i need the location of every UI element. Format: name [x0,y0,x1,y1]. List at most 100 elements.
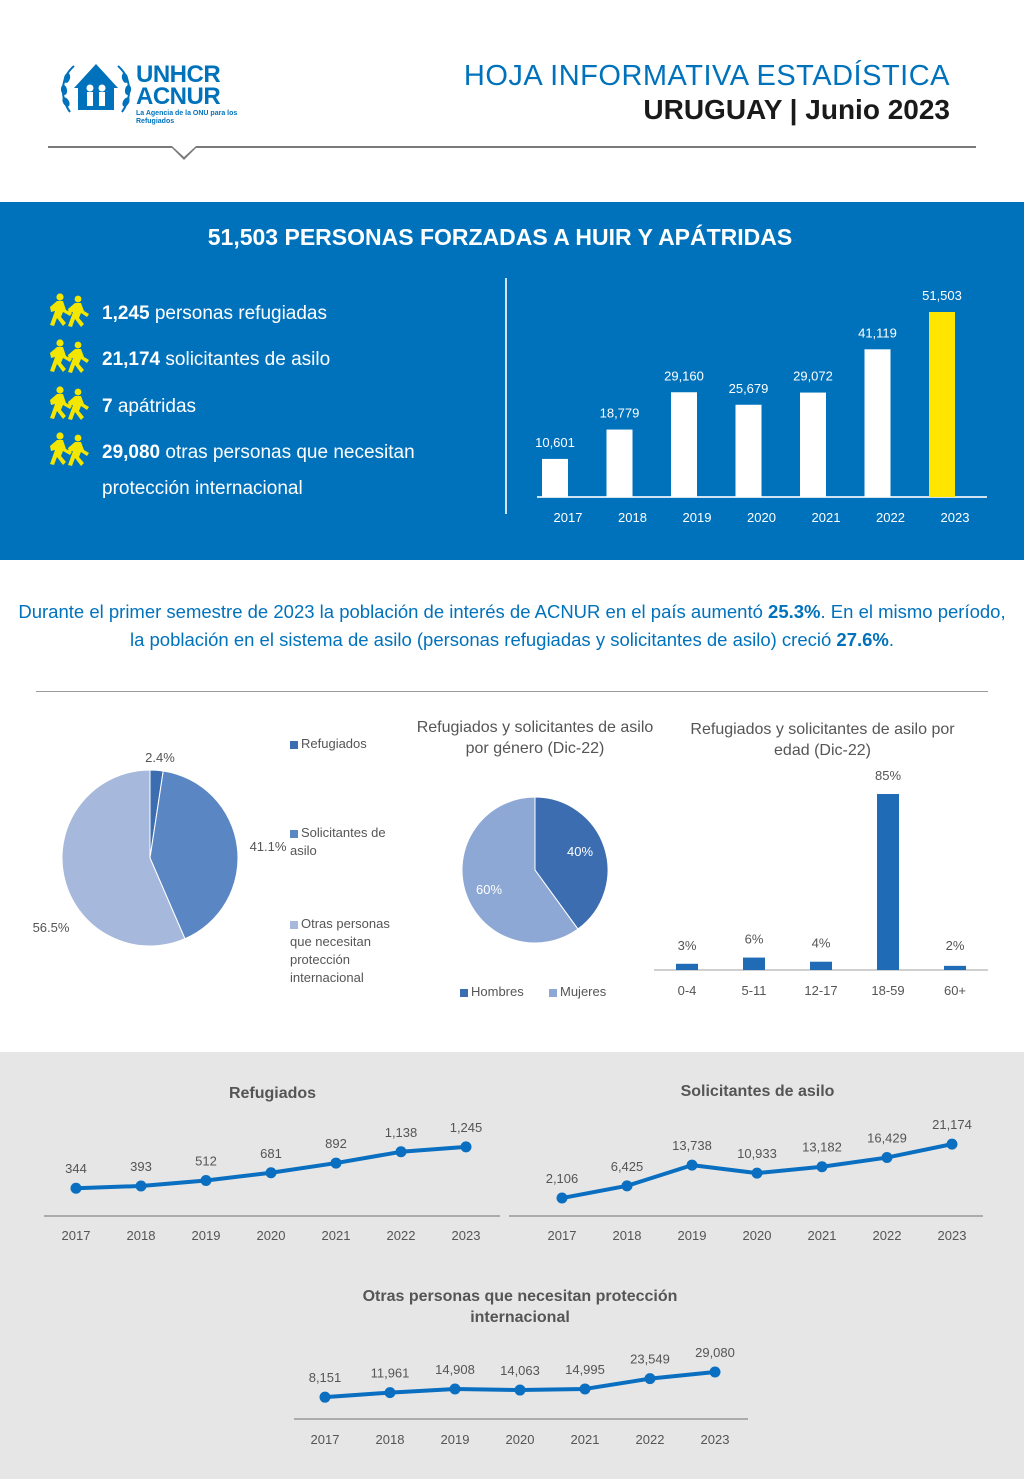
data-point-2019 [686,1159,698,1171]
trends-section [0,1052,1024,1479]
x-tick-label: 0-4 [678,983,697,998]
stat-label: personas refugiadas [149,303,327,324]
x-tick-label: 2018 [127,1228,156,1243]
unhcr-logo: UNHCR ACNUR La Agencia de la ONU para lo… [60,58,250,128]
x-tick-label: 2017 [311,1432,340,1447]
data-label: 1,138 [385,1125,418,1140]
x-tick-label: 60+ [944,983,966,998]
refugiados-line-chart: 344 2017 393 2018 512 2019 681 2020 892 2021 1,138… [44,1120,500,1243]
data-label: 6,425 [611,1159,644,1174]
x-tick-label: 2022 [636,1432,665,1447]
data-point-2021 [579,1383,591,1395]
x-tick-label: 18-59 [871,983,904,998]
data-label: 344 [65,1161,87,1176]
stat-value: 29,080 [102,442,161,463]
data-label: 14,063 [500,1363,540,1378]
data-point-2017 [319,1391,331,1403]
pie-slice-mujeres [461,796,579,944]
data-label: 10,601 [535,435,575,450]
legend-swatch [290,829,298,838]
bar-2018 [606,429,633,497]
refugiados-chart-title: Refugiados [228,1085,317,1102]
data-point-2020 [514,1384,526,1396]
data-label: 29,160 [664,368,704,383]
x-tick-label: 2021 [812,510,841,525]
data-label: 18,779 [600,406,640,421]
header-divider [48,146,976,148]
legend-hombres: Hombres [460,983,524,1001]
x-tick-label: 2023 [938,1228,967,1243]
data-point-2018 [621,1180,633,1192]
bar-12-17 [810,961,832,970]
stat-value: 1,245 [102,303,150,324]
bar-2022 [864,349,891,497]
data-label: 41,119 [858,325,897,340]
data-label: 2,106 [546,1171,579,1186]
running-people-icon [50,386,89,420]
age-bar-chart: 3% 0-4 6% 5-11 4% 12-17 85% 18-59 2% 60+ [654,768,988,998]
data-point-2019 [200,1175,212,1187]
bar-5-11 [743,957,765,970]
x-tick-label: 2019 [683,510,712,525]
solicitantes-chart-title: Solicitantes de asilo [680,1083,835,1100]
running-people-icon [50,293,89,327]
x-tick-label: 2023 [941,510,970,525]
bar-2017 [542,458,568,497]
x-tick-label: 12-17 [804,983,837,998]
growth-asylum: 27.6% [836,629,889,650]
page-title: HOJA INFORMATIVA ESTADÍSTICA [463,60,950,92]
data-label: 512 [195,1154,217,1169]
slice-label: 60% [476,882,502,897]
bar-2021 [800,392,826,497]
bar-18-59 [877,794,899,970]
logo-wordmark: UNHCR ACNUR [136,61,221,110]
bar-0-4 [676,963,698,970]
x-tick-label: 2021 [322,1228,351,1243]
data-label: 23,549 [630,1352,670,1367]
data-label: 14,908 [435,1362,475,1377]
header: UNHCR ACNUR La Agencia de la ONU para lo… [0,0,1024,200]
data-label: 11,961 [371,1366,410,1381]
x-tick-label: 2022 [387,1228,416,1243]
data-point-2023 [460,1141,472,1153]
data-label: 14,995 [565,1362,605,1377]
data-point-2017 [556,1192,568,1204]
age-chart-title: Refugiados y solicitantes de asilo por e… [690,721,955,759]
data-label: 3% [678,938,697,953]
bar-2019 [671,392,697,497]
otras-line-chart: 8,151 2017 11,961 2018 14,908 2019 14,063 2020 1… [294,1345,748,1447]
data-label: 85% [875,768,901,783]
stat-label: solicitantes de asilo [160,349,331,370]
x-tick-label: 2017 [62,1228,91,1243]
total-bar-chart: 10,601 2017 18,779 2018 29,160 2019 25,679 2020… [535,288,987,525]
x-tick-label: 5-11 [741,983,766,998]
data-point-2021 [816,1161,828,1173]
data-point-2022 [644,1373,656,1385]
stat-label: apátridas [112,396,197,417]
x-tick-label: 2018 [618,510,647,525]
data-label: 2% [946,938,965,953]
gender-pie-chart: 40% 60% [461,796,609,944]
band-divider [505,278,507,514]
legend-solicitantes: Solicitantes de asilo [290,825,386,858]
x-tick-label: 2023 [452,1228,481,1243]
data-label: 4% [812,936,831,951]
data-point-2018 [384,1387,396,1399]
pie-slice-solicitantes [149,770,239,940]
legend-otras: Otras personas que necesitan protección … [290,916,390,985]
data-label: 10,933 [737,1146,777,1161]
x-tick-label: 2021 [808,1228,837,1243]
stat-value: 21,174 [102,349,161,370]
data-label: 29,072 [793,369,833,384]
data-label: 25,679 [729,381,769,396]
pie-slice-otras [61,769,186,947]
solicitantes-line-chart: 2,106 2017 6,425 2018 13,738 2019 10,933 2020 13… [509,1117,983,1243]
bar-2023 [929,312,955,497]
slice-label: 56.5% [33,920,70,935]
data-label: 1,245 [450,1120,483,1135]
x-tick-label: 2018 [613,1228,642,1243]
data-point-2023 [946,1138,958,1150]
slice-label: 41.1% [250,839,287,854]
data-label: 13,182 [802,1140,842,1155]
data-point-2023 [709,1366,721,1378]
